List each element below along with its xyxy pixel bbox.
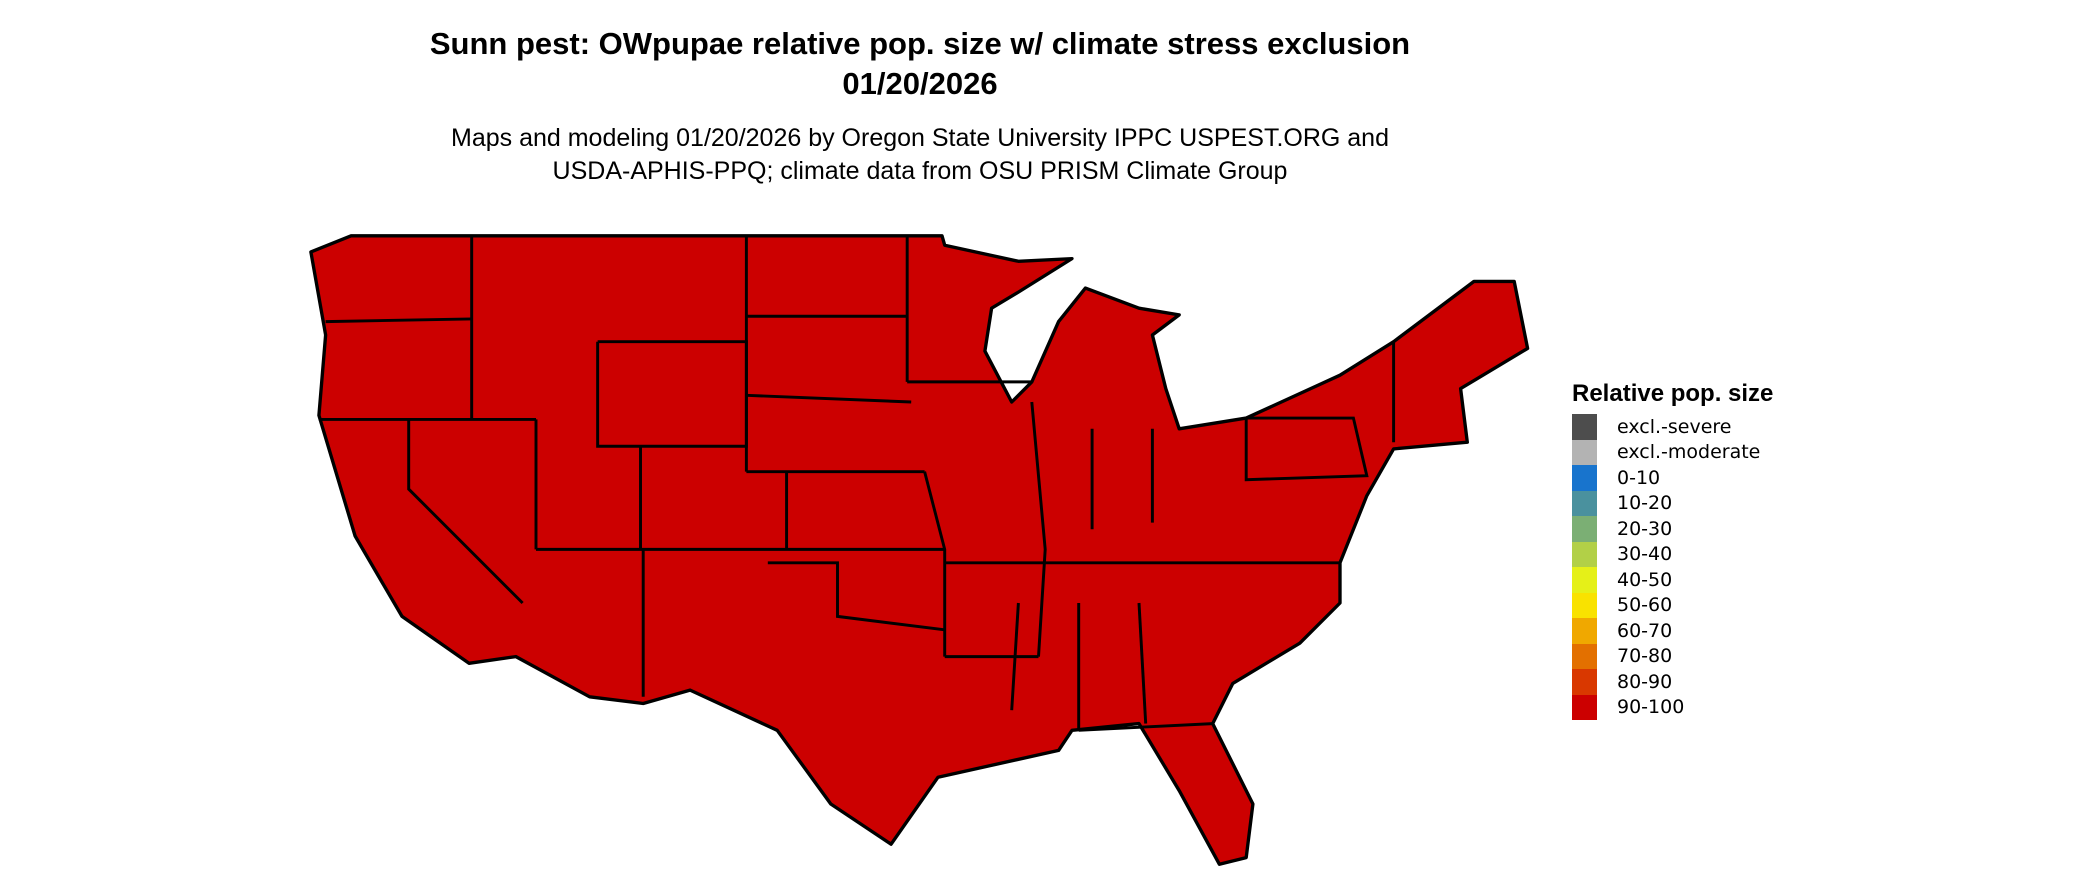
legend-item: 50-60 [1572, 592, 1773, 618]
legend-label: 40-50 [1617, 568, 1673, 591]
map-subtitle-line1: Maps and modeling 01/20/2026 by Oregon S… [451, 124, 1389, 152]
legend-item: excl.-severe [1572, 414, 1773, 440]
legend-label: 70-80 [1617, 645, 1673, 668]
legend-item: 20-30 [1572, 516, 1773, 542]
legend-swatch [1572, 439, 1597, 465]
legend-label: 0-10 [1617, 466, 1661, 489]
legend-swatch [1572, 592, 1597, 618]
legend-item: excl.-moderate [1572, 439, 1773, 465]
legend-swatch [1572, 541, 1597, 567]
legend-swatch [1572, 694, 1597, 720]
legend: Relative pop. size excl.-severe excl.-mod… [1572, 380, 1773, 720]
legend-swatch [1572, 567, 1597, 593]
state-borders [318, 235, 1396, 732]
legend-label: 20-30 [1617, 517, 1673, 540]
legend-item: 80-90 [1572, 669, 1773, 695]
legend-item: 70-80 [1572, 643, 1773, 669]
map-title: Sunn pest: OWpupae relative pop. size w/… [429, 26, 1411, 61]
legend-item: 90-100 [1572, 694, 1773, 720]
legend-label: 60-70 [1617, 619, 1673, 642]
legend-item: 10-20 [1572, 490, 1773, 516]
legend-item: 30-40 [1572, 541, 1773, 567]
legend-label: 10-20 [1617, 492, 1673, 515]
legend-swatch [1572, 516, 1597, 542]
legend-swatch [1572, 490, 1597, 516]
legend-label: 50-60 [1617, 594, 1673, 617]
map-subtitle-line2: USDA-APHIS-PPQ; climate data from OSU PR… [552, 157, 1288, 185]
legend-title: Relative pop. size [1572, 380, 1774, 407]
legend-label: excl.-moderate [1617, 441, 1761, 464]
legend-swatch [1572, 465, 1597, 491]
legend-label: excl.-severe [1617, 415, 1732, 438]
legend-swatch [1572, 414, 1597, 440]
legend-label: 30-40 [1617, 543, 1673, 566]
legend-label: 90-100 [1617, 696, 1685, 719]
legend-swatch [1572, 669, 1597, 695]
map-title-date: 01/20/2026 [842, 66, 998, 101]
legend-item: 0-10 [1572, 465, 1773, 491]
legend-item: 40-50 [1572, 567, 1773, 593]
legend-swatch [1572, 643, 1597, 669]
legend-item: 60-70 [1572, 618, 1773, 644]
legend-label: 80-90 [1617, 670, 1673, 693]
legend-swatch [1572, 618, 1597, 644]
